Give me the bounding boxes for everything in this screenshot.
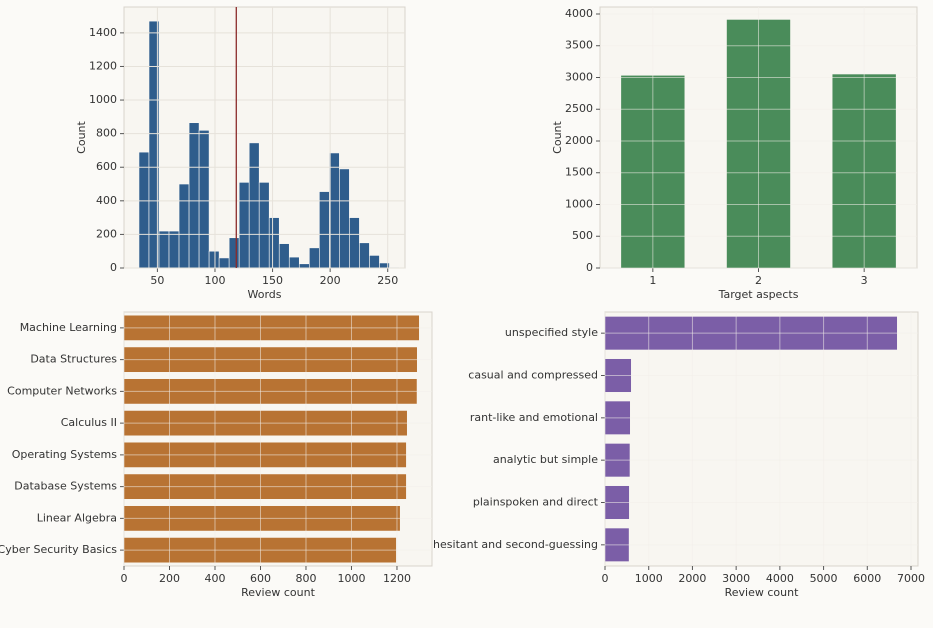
histogram-bar (359, 242, 370, 269)
histogram-bar (268, 217, 280, 269)
y-tick-label: 600 (96, 160, 117, 173)
x-tick-label: 1000 (337, 572, 365, 585)
y-tick-label: 0 (110, 261, 117, 274)
y-tick-label: 1400 (89, 26, 117, 39)
histogram-bar (168, 230, 180, 269)
histogram-bar (329, 152, 340, 269)
x-tick-label: 1200 (383, 572, 411, 585)
histogram-bar (238, 182, 250, 269)
y-tick-label: 2500 (565, 102, 593, 115)
x-tick-label: 800 (295, 572, 316, 585)
x-tick-label: 250 (377, 274, 398, 287)
y-tick-label: 3000 (565, 70, 593, 83)
y-tick-label: 1000 (89, 93, 117, 106)
histogram-bar (208, 250, 220, 269)
histogram-bar (278, 243, 290, 269)
x-tick-label: 5000 (810, 572, 838, 585)
histogram-bar (188, 122, 200, 269)
y-tick-label: unspecified style (505, 326, 598, 339)
histogram-bar (288, 256, 300, 269)
y-tick-label: Machine Learning (20, 321, 117, 334)
histogram-bar (339, 168, 350, 269)
y-tick-label: Linear Algebra (37, 511, 117, 524)
x-tick-label: 2 (755, 274, 762, 287)
y-tick-label: Database Systems (14, 480, 117, 493)
x-axis-label: Review count (241, 586, 315, 599)
x-tick-label: 150 (262, 274, 283, 287)
histogram-bar (258, 182, 270, 269)
y-tick-label: 1000 (565, 197, 593, 210)
y-tick-label: analytic but simple (493, 453, 598, 466)
plot-area (604, 311, 919, 567)
x-tick-label: 1000 (635, 572, 663, 585)
x-axis-label: Review count (725, 586, 799, 599)
x-tick-label: 0 (602, 572, 609, 585)
y-tick-label: 800 (96, 127, 117, 140)
x-axis-label: Target aspects (718, 288, 799, 301)
x-tick-label: 100 (204, 274, 225, 287)
x-axis-label: Words (247, 288, 281, 301)
y-tick-label: Data Structures (30, 353, 117, 366)
y-tick-label: hesitant and second-guessing (433, 538, 598, 551)
histogram-bar (158, 230, 170, 269)
histogram-bar (248, 142, 260, 269)
histogram-bar (178, 183, 190, 269)
y-tick-label: Computer Networks (7, 384, 117, 397)
x-tick-label: 7000 (897, 572, 925, 585)
y-tick-label: 200 (96, 227, 117, 240)
y-tick-label: 1500 (565, 166, 593, 179)
histogram-bar (228, 237, 240, 269)
y-tick-label: 500 (572, 229, 593, 242)
x-tick-label: 2000 (678, 572, 706, 585)
histogram-bar (319, 191, 330, 269)
x-tick-label: 3 (861, 274, 868, 287)
y-tick-label: casual and compressed (468, 369, 598, 382)
x-tick-label: 600 (250, 572, 271, 585)
y-tick-label: 1200 (89, 59, 117, 72)
x-tick-label: 4000 (766, 572, 794, 585)
y-tick-label: 3500 (565, 39, 593, 52)
histogram-bar (138, 151, 150, 269)
y-tick-label: 400 (96, 194, 117, 207)
x-tick-label: 0 (121, 572, 128, 585)
y-tick-label: 0 (586, 261, 593, 274)
x-tick-label: 400 (204, 572, 225, 585)
y-axis-label: Count (551, 120, 564, 153)
histogram-bar (198, 129, 210, 269)
x-tick-label: 200 (320, 274, 341, 287)
histogram-bar (349, 217, 360, 269)
x-tick-label: 1 (649, 274, 656, 287)
x-tick-label: 6000 (853, 572, 881, 585)
x-tick-label: 200 (159, 572, 180, 585)
y-axis-label: Count (75, 120, 88, 153)
histogram-bar (298, 263, 310, 269)
histogram-bar (308, 247, 320, 269)
x-tick-label: 50 (150, 274, 164, 287)
y-tick-label: Operating Systems (12, 448, 118, 461)
histogram-bar (218, 257, 230, 269)
y-tick-label: 4000 (565, 7, 593, 20)
y-tick-label: Cyber Security Basics (0, 543, 117, 556)
histogram-bar (369, 255, 380, 269)
y-tick-label: 2000 (565, 134, 593, 147)
y-tick-label: plainspoken and direct (473, 496, 599, 509)
x-tick-label: 3000 (722, 572, 750, 585)
y-tick-label: Calculus II (61, 416, 117, 429)
y-tick-label: rant-like and emotional (470, 411, 598, 424)
